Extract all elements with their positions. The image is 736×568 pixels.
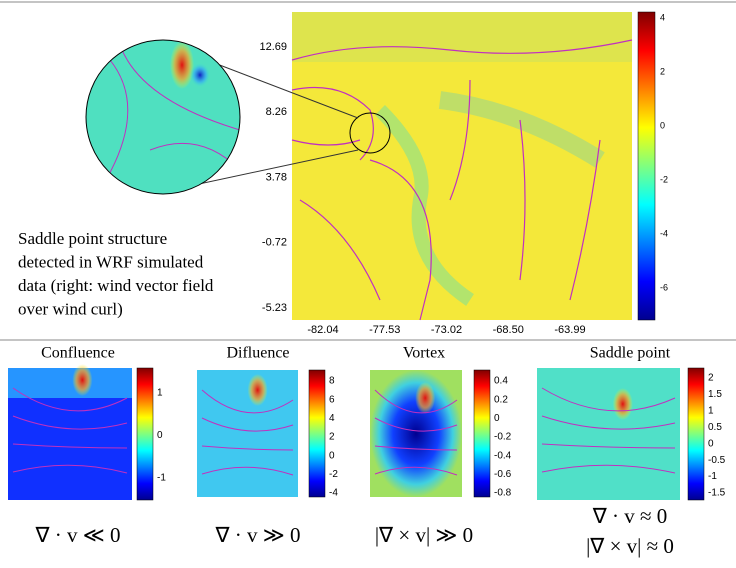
colorbar	[637, 11, 656, 321]
colorbar-tick-label: -6	[660, 282, 668, 292]
x-tick-label: -82.04	[307, 324, 338, 336]
caption-line: Saddle point structure	[18, 229, 167, 248]
panel-image-top	[8, 368, 132, 398]
panel-title: Difluence	[226, 345, 289, 362]
streamline	[541, 443, 676, 449]
hot-spot	[415, 382, 436, 414]
panel-title: Confluence	[41, 345, 115, 362]
colorbar-tick-label: 0	[660, 120, 665, 130]
panel: Confluence 1 0 -1 ∇ · v ≪ 0	[8, 345, 166, 547]
colorbar-tick-label: -1	[157, 473, 166, 484]
x-tick-label: -68.50	[493, 324, 524, 336]
panel-image	[537, 368, 680, 500]
colorbar-tick-label: 8	[329, 376, 335, 387]
colorbar-tick-label: -4	[329, 488, 338, 499]
panel-title: Saddle point	[590, 345, 671, 362]
formula: ∇ · v ≪ 0	[34, 523, 120, 547]
caption-line: over wind curl)	[18, 299, 123, 318]
caption-line: data (right: wind vector field	[18, 276, 214, 295]
streamline	[541, 464, 676, 474]
colorbar-tick-label: 1.5	[708, 389, 722, 400]
formula: |∇ × v| ≫ 0	[375, 523, 473, 547]
colorbar	[136, 367, 154, 501]
streamline	[374, 389, 458, 414]
colorbar-tick-label: -4	[660, 228, 668, 238]
main-map	[291, 12, 633, 321]
streamline	[201, 445, 294, 451]
formula: ∇ · v ≫ 0	[214, 523, 300, 547]
colorbar-tick-label: 0.2	[494, 394, 508, 405]
panel: Saddle point 2 1.5 1 0.5 0 -0.5 -1 -1.5 ∇ · v ≈ 0…	[537, 345, 726, 558]
formula: ∇ · v ≈ 0	[592, 504, 668, 528]
colorbar-tick-label: 0.5	[708, 422, 722, 433]
colorbar-tick-label: -1.5	[708, 488, 726, 499]
colorbar-tick-label: 1	[157, 388, 163, 399]
colorbar-tick-label: 0	[494, 413, 500, 424]
streamline	[374, 417, 458, 432]
colorbar-tick-label: 2	[708, 373, 714, 384]
colorbar-tick-label: 0	[157, 430, 163, 441]
colorbar	[687, 367, 705, 501]
streamline	[12, 387, 128, 412]
panel: Difluence 8 6 4 2 0 -2 -4 ∇ · v ≫ 0	[197, 345, 338, 547]
streamline	[12, 443, 128, 449]
y-tick-label: 8.26	[266, 106, 287, 118]
panel-image	[197, 370, 298, 497]
streamline	[12, 415, 128, 430]
x-tick-label: -73.02	[431, 324, 462, 336]
colorbar-tick-label: 2	[329, 432, 335, 443]
zoom-border	[85, 39, 241, 195]
colorbar-tick-label: -1	[708, 471, 717, 482]
colorbar-tick-label: -2	[329, 469, 338, 480]
colorbar-tick-label: -0.6	[494, 469, 512, 480]
hot-spot	[612, 388, 633, 420]
colorbar-tick-label: 2	[660, 66, 665, 76]
colorbar-tick-label: 4	[329, 413, 335, 424]
colorbar	[473, 369, 491, 498]
colorbar-tick-label: -0.5	[708, 455, 726, 466]
y-tick-label: -0.72	[262, 237, 287, 249]
panel-image	[370, 370, 462, 497]
streamline	[12, 464, 128, 474]
colorbar-tick-label: 0	[708, 438, 714, 449]
caption-line: detected in WRF simulated	[18, 252, 204, 271]
y-tick-label: -5.23	[262, 302, 287, 314]
colorbar-tick-label: 0.4	[494, 376, 508, 387]
streamline	[201, 389, 294, 414]
colorbar-tick-label: -0.8	[494, 488, 512, 499]
hot-spot	[72, 364, 93, 396]
streamline	[201, 417, 294, 432]
y-tick-label: 12.69	[259, 41, 287, 53]
zoom-inset	[86, 40, 240, 194]
panel: Vortex 0.4 0.2 0 -0.2 -0.4 -0.6 -0.8 |∇ × v| ≫ 0	[370, 345, 512, 547]
streamline	[374, 466, 458, 476]
streamline	[541, 387, 676, 412]
y-tick-label: 3.78	[266, 171, 287, 183]
x-tick-label: -77.53	[369, 324, 400, 336]
formula: |∇ × v| ≈ 0	[586, 534, 674, 558]
colorbar-tick-label: -0.4	[494, 450, 512, 461]
colorbar-tick-label: -2	[660, 174, 668, 184]
hot-spot	[247, 374, 268, 406]
colorbar-tick-label: 4	[660, 12, 665, 22]
streamline	[541, 415, 676, 430]
colorbar	[308, 369, 326, 498]
streamline	[374, 445, 458, 451]
colorbar-tick-label: 0	[329, 450, 335, 461]
colorbar-tick-label: -0.2	[494, 432, 512, 443]
x-tick-label: -63.99	[554, 324, 585, 336]
streamline	[201, 466, 294, 476]
panel-title: Vortex	[403, 345, 445, 362]
colorbar-tick-label: 1	[708, 405, 714, 416]
colorbar-tick-label: 6	[329, 394, 335, 405]
